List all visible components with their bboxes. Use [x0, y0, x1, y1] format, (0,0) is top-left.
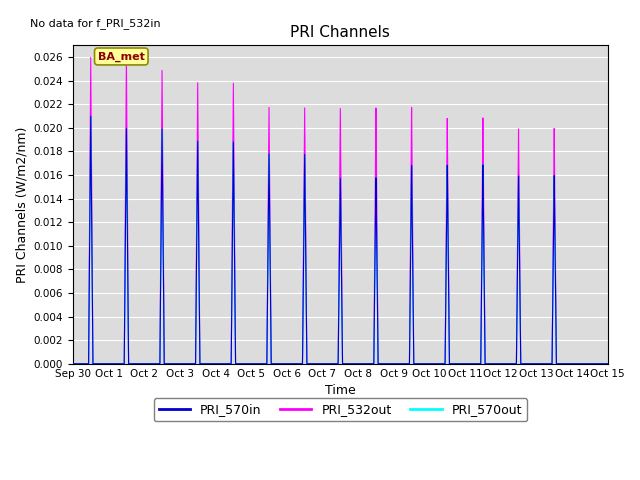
Title: PRI Channels: PRI Channels [291, 25, 390, 40]
X-axis label: Time: Time [325, 384, 356, 397]
Text: No data for f_PRI_532in: No data for f_PRI_532in [30, 18, 161, 29]
Y-axis label: PRI Channels (W/m2/nm): PRI Channels (W/m2/nm) [15, 126, 28, 283]
Legend: PRI_570in, PRI_532out, PRI_570out: PRI_570in, PRI_532out, PRI_570out [154, 398, 527, 421]
Text: BA_met: BA_met [98, 51, 145, 61]
